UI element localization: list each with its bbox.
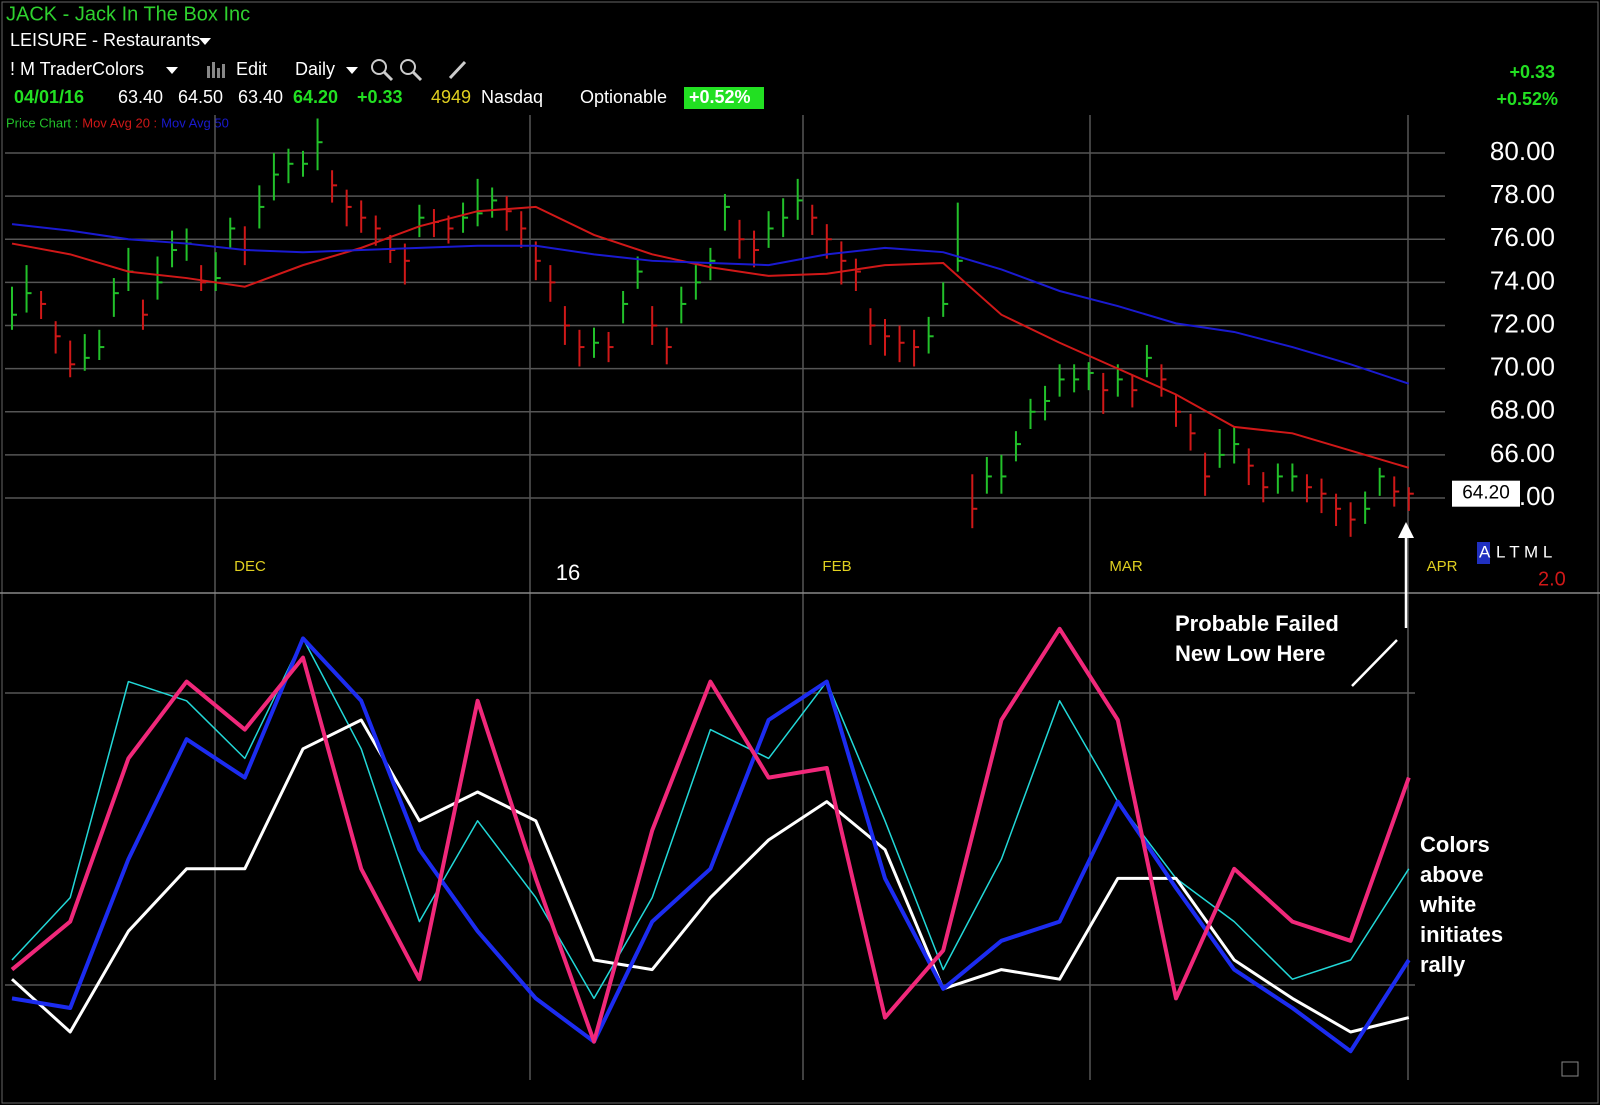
quote-status: Optionable: [580, 87, 667, 107]
color-scheme[interactable]: ! M TraderColors: [10, 59, 144, 79]
change-badge: [684, 87, 764, 109]
symbol: JACK - Jack In The Box Inc: [6, 3, 250, 25]
period-button[interactable]: A: [1479, 542, 1491, 561]
annotation-note: Colors above white initiates rally: [1419, 832, 1503, 977]
industry[interactable]: LEISURE - Restaurants: [10, 30, 200, 50]
period-buttons[interactable]: L T M L: [1496, 542, 1552, 561]
quote-change-pct: +0.52%: [689, 87, 751, 107]
legend-item: Mov Avg 20 :: [82, 115, 157, 130]
annotation: Colors: [1420, 832, 1490, 857]
scale-label: 2.0: [1538, 568, 1566, 590]
annotation: above: [1420, 862, 1484, 887]
annotation-arrows: [1351, 522, 1414, 687]
zoom-out[interactable]: [400, 59, 423, 82]
last-price-label: 64.20: [1462, 483, 1510, 504]
side-change: +0.33: [1509, 62, 1555, 82]
quote-low: 63.40: [238, 87, 283, 107]
dropdown-arrow[interactable]: [166, 67, 178, 74]
price-plot: 64.0066.0068.0070.0072.0074.0076.0078.00…: [5, 118, 1555, 537]
oscillator-line: [11, 636, 1411, 1054]
y-tick-label: 72.00: [1490, 308, 1555, 338]
moving-average: [11, 223, 1410, 385]
oscillator-line: [10, 718, 1410, 1034]
dropdown-arrow[interactable]: [346, 67, 358, 74]
quote-exchange: Nasdaq: [481, 87, 543, 107]
period-button-active[interactable]: [1477, 542, 1490, 564]
legend-item: Mov Avg 50: [161, 115, 229, 130]
moving-average: [11, 205, 1410, 469]
annotation: Probable Failed: [1175, 611, 1339, 636]
y-tick-label: 76.00: [1490, 222, 1555, 252]
resize-grip[interactable]: [1561, 1061, 1579, 1077]
y-tick-label: 80.00: [1490, 136, 1555, 166]
annotation: white: [1419, 892, 1476, 917]
quote-volume: 4949: [431, 87, 471, 107]
legend-item: Price Chart :: [6, 115, 78, 130]
side-change-pct: +0.52%: [1496, 89, 1558, 109]
month-label: APR: [1427, 558, 1458, 575]
last-price-box: [1452, 480, 1520, 507]
edit-button[interactable]: Edit: [236, 59, 267, 79]
draw-tool[interactable]: [448, 60, 467, 80]
year-label: 16: [556, 560, 580, 585]
quote-change: +0.33: [357, 87, 403, 107]
annotation: rally: [1420, 952, 1466, 977]
chart-type-icon[interactable]: [207, 62, 225, 78]
period-select[interactable]: Daily: [295, 59, 335, 79]
y-tick-label: 74.00: [1490, 265, 1555, 295]
quote-high: 64.50: [178, 87, 223, 107]
zoom-in[interactable]: [371, 59, 394, 82]
legend: Price Chart : Mov Avg 20 : Mov Avg 50: [6, 115, 229, 130]
month-label: FEB: [822, 558, 851, 575]
y-tick-label: 70.00: [1490, 352, 1555, 382]
dropdown-arrow[interactable]: [199, 38, 211, 45]
quote-open: 63.40: [118, 87, 163, 107]
month-label: DEC: [234, 558, 266, 575]
oscillator-line: [10, 626, 1411, 1044]
annotation: initiates: [1420, 922, 1503, 947]
month-label: MAR: [1109, 558, 1143, 575]
annotation: New Low Here: [1175, 641, 1325, 666]
y-tick-label: 78.00: [1490, 179, 1555, 209]
y-tick-label: 66.00: [1490, 438, 1555, 468]
quote-date: 04/01/16: [14, 87, 84, 107]
quote-close: 64.20: [293, 87, 338, 107]
y-tick-label: 68.00: [1490, 395, 1555, 425]
oscillator-plot: [10, 626, 1411, 1054]
